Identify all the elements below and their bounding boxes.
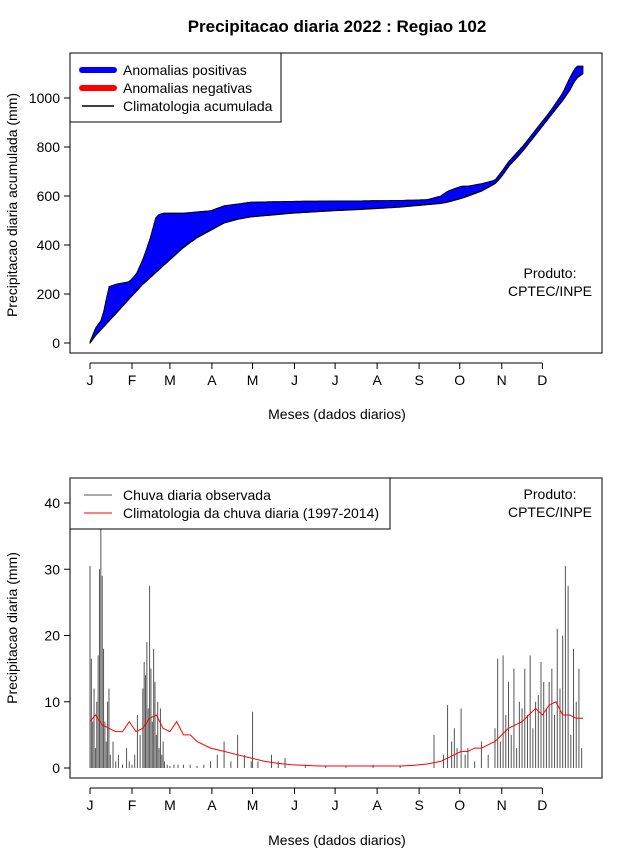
- bottom-annotation-produto: Produto:: [524, 486, 577, 502]
- bottom-annotation-cptec: CPTEC/INPE: [508, 504, 592, 520]
- bottom-y-axis-label: Precipitacao diaria (mm): [4, 552, 20, 704]
- bottom-x-tick-label: A: [372, 797, 382, 813]
- bottom-x-tick-label: S: [414, 797, 423, 813]
- bottom-x-tick-label: M: [164, 797, 176, 813]
- bottom-x-tick-label: J: [332, 797, 339, 813]
- bottom-y-tick-label: 20: [44, 628, 60, 644]
- top-x-axis-label: Meses (dados diarios): [268, 406, 406, 422]
- bottom-y-tick-label: 40: [44, 495, 60, 511]
- climatology-accumulated-line: [89, 73, 584, 344]
- observed-accumulated-line: [89, 65, 583, 342]
- bottom-x-tick-label: F: [128, 797, 137, 813]
- top-annotation-produto: Produto:: [524, 265, 577, 281]
- legend-label-climatology-daily: Climatologia da chuva diaria (1997-2014): [123, 505, 379, 521]
- top-y-tick-label: 0: [52, 335, 60, 351]
- bottom-x-axis-label: Meses (dados diarios): [268, 832, 406, 848]
- top-plot-frame: [69, 52, 603, 354]
- top-y-axis-label: Precipitacao diaria acumulada (mm): [4, 93, 20, 317]
- bottom-y-tick-label: 30: [44, 561, 60, 577]
- legend-label-positive: Anomalias positivas: [123, 62, 247, 78]
- bottom-x-tick-label: J: [291, 797, 298, 813]
- bottom-y-tick-label: 10: [44, 694, 60, 710]
- legend-label-climatology: Climatologia acumulada: [123, 98, 273, 114]
- top-y-tick-label: 600: [37, 188, 61, 204]
- bottom-x-tick-label: D: [537, 797, 547, 813]
- top-plot-data: [89, 65, 584, 345]
- bottom-y-axis: 0 10 20 30 40: [44, 495, 70, 776]
- top-annotation-cptec: CPTEC/INPE: [508, 283, 592, 299]
- top-y-tick-label: 800: [37, 139, 61, 155]
- bottom-chart: 0 10 20 30 40 J F M A M J J A S O N D Meses (dados diar…: [4, 477, 603, 848]
- top-x-tick-label: J: [291, 372, 298, 388]
- top-y-tick-label: 400: [37, 237, 61, 253]
- bottom-x-tick-label: N: [497, 797, 507, 813]
- top-x-tick-label: J: [332, 372, 339, 388]
- top-x-tick-label: N: [497, 372, 507, 388]
- top-x-tick-label: S: [414, 372, 423, 388]
- top-legend: Anomalias positivas Anomalias negativas …: [69, 52, 282, 123]
- top-x-tick-label: A: [372, 372, 382, 388]
- daily-climatology-line: [89, 701, 583, 767]
- bottom-plot-data: [89, 529, 583, 768]
- legend-label-observed: Chuva diaria observada: [123, 487, 271, 503]
- top-y-tick-label: 1000: [29, 90, 60, 106]
- top-x-tick-label: F: [128, 372, 137, 388]
- top-x-tick-label: J: [87, 372, 94, 388]
- top-y-axis: 0 200 400 600 800 1000: [29, 90, 70, 351]
- top-x-tick-label: D: [537, 372, 547, 388]
- legend-label-negative: Anomalias negativas: [123, 80, 252, 96]
- bottom-legend: Chuva diaria observada Climatologia da c…: [69, 477, 391, 530]
- top-y-tick-label: 200: [37, 286, 61, 302]
- top-x-tick-label: A: [207, 372, 217, 388]
- top-x-tick-label: O: [454, 372, 465, 388]
- bottom-x-tick-label: A: [207, 797, 217, 813]
- top-chart: Precipitacao diaria 2022 : Regiao 102 0 2…: [4, 17, 603, 422]
- top-x-tick-label: M: [164, 372, 176, 388]
- bottom-x-tick-label: J: [87, 797, 94, 813]
- bottom-y-tick-label: 0: [52, 760, 60, 776]
- chart-title: Precipitacao diaria 2022 : Regiao 102: [188, 17, 487, 36]
- bottom-x-tick-label: O: [454, 797, 465, 813]
- top-x-tick-label: M: [247, 372, 259, 388]
- bottom-x-tick-label: M: [247, 797, 259, 813]
- bottom-legend-box: [69, 477, 391, 530]
